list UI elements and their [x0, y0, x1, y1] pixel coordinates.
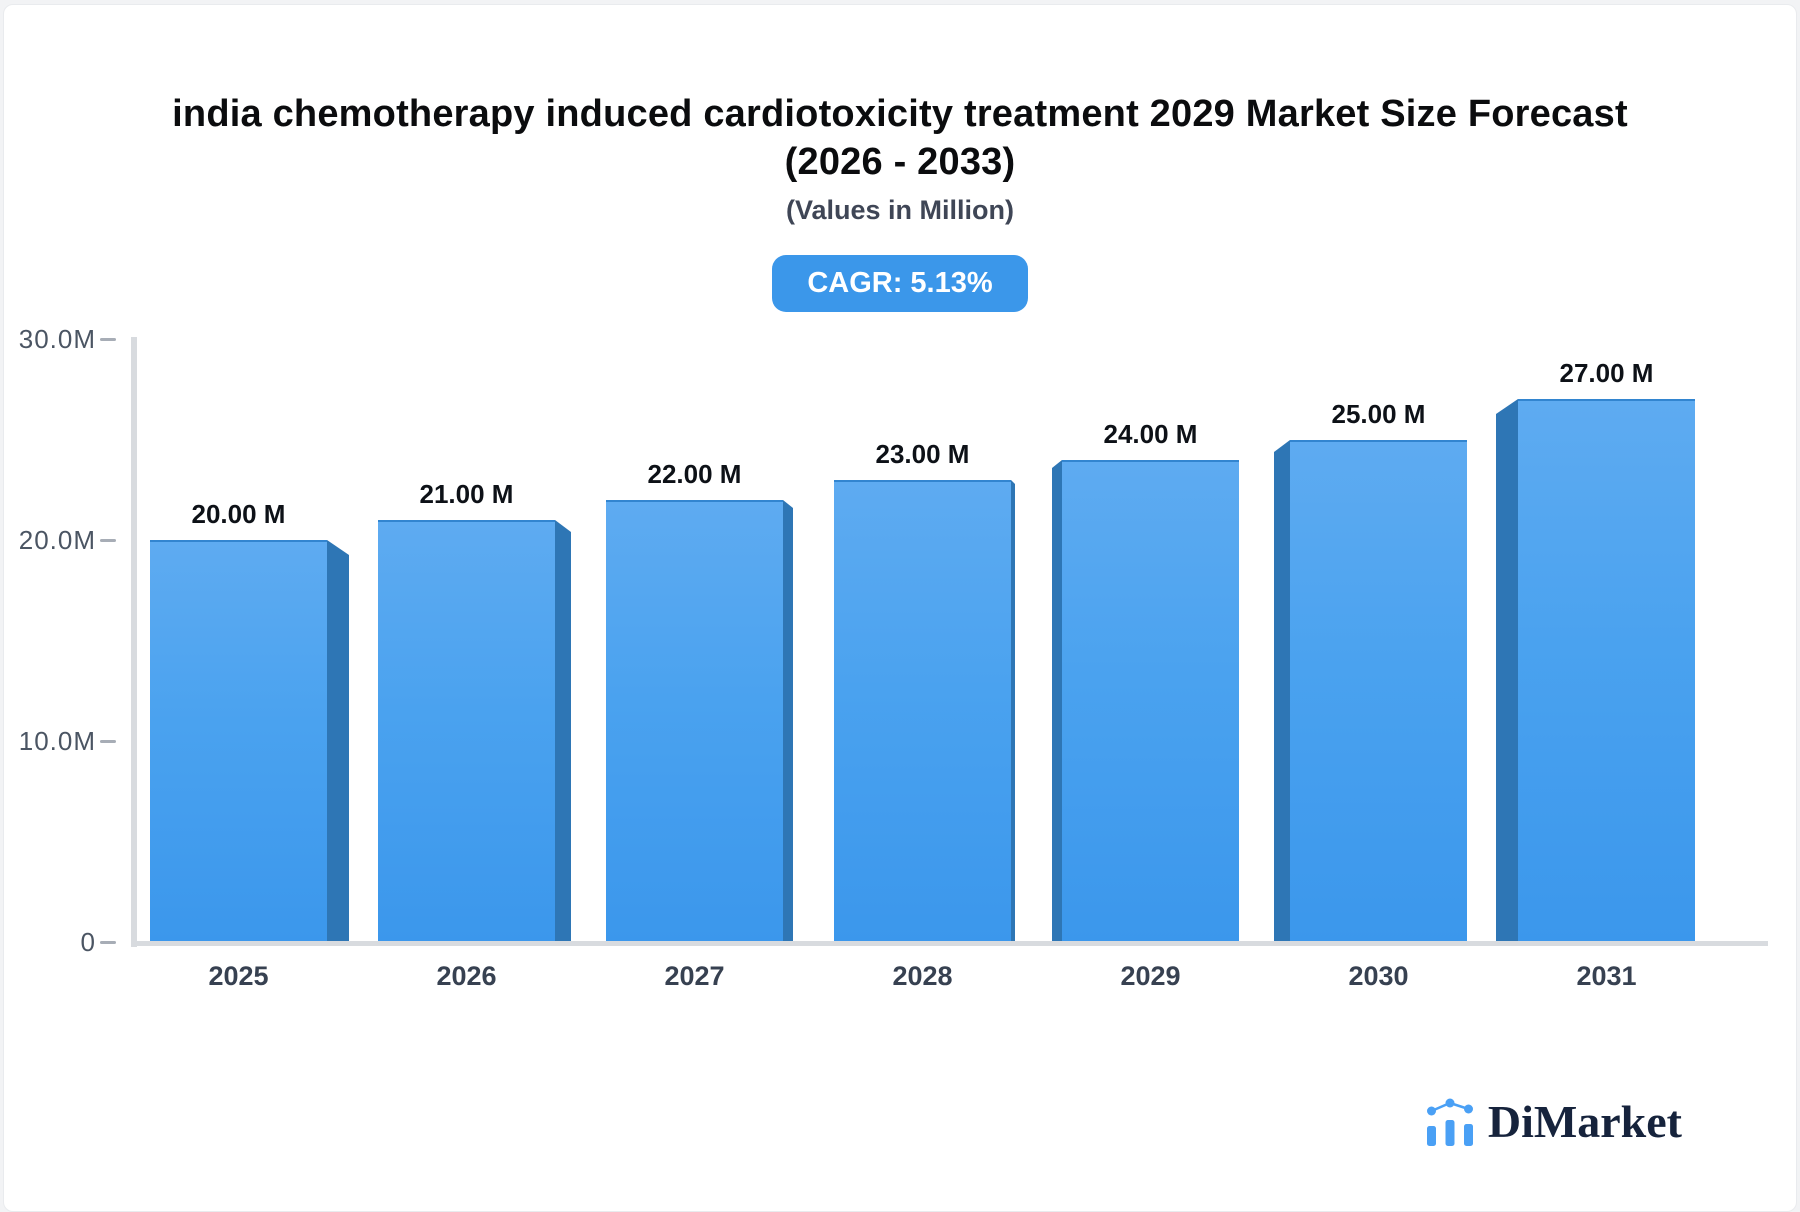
bar-chart-logo-icon [1425, 1096, 1475, 1148]
x-axis-label: 2025 [208, 961, 269, 991]
bar-2030 [1290, 439, 1467, 942]
y-axis-tick [100, 337, 116, 341]
bar-value-label: 27.00 M [1559, 358, 1654, 389]
bar-3d-side [1274, 439, 1290, 942]
chart-title-line-1: india chemotherapy induced cardiotoxicit… [172, 93, 1628, 135]
x-axis-label: 2027 [664, 961, 725, 991]
bar-2031 [1518, 399, 1695, 942]
bar-value-label: 21.00 M [419, 478, 514, 509]
x-axis-label: 2029 [1120, 961, 1181, 991]
dimarket-logo: DiMarket [1425, 1096, 1682, 1148]
bar-2029 [1062, 459, 1239, 942]
bar-3d-side [555, 519, 571, 942]
bar-3d-side [1496, 399, 1518, 942]
bar-value-label: 23.00 M [875, 438, 970, 469]
y-axis-label: 10.0M [18, 726, 96, 756]
bar-value-label: 25.00 M [1331, 398, 1426, 429]
y-axis-tick [100, 538, 116, 542]
x-axis-label: 2030 [1348, 961, 1409, 991]
bar-2025 [150, 540, 327, 942]
y-axis-line [131, 337, 137, 947]
bar-3d-side [783, 499, 793, 942]
bar-value-label: 22.00 M [647, 458, 742, 489]
bar-3d-side [327, 540, 349, 942]
y-axis-label: 30.0M [18, 324, 96, 354]
bar-2028 [834, 479, 1011, 942]
x-axis-label: 2026 [436, 961, 497, 991]
bar-value-label: 20.00 M [191, 499, 286, 529]
chart-header: india chemotherapy induced cardiotoxicit… [0, 0, 1800, 312]
y-axis-label: 0 [80, 927, 96, 957]
x-axis-line [131, 941, 1768, 946]
bar-3d-side [1011, 479, 1015, 942]
y-axis-label: 20.0M [18, 525, 96, 555]
bar-value-label: 24.00 M [1103, 418, 1198, 449]
bar-2026 [378, 519, 555, 942]
y-axis-tick [100, 940, 116, 944]
chart-title-line-2: (2026 - 2033) [784, 141, 1016, 183]
bar-3d-side [1052, 459, 1062, 942]
x-axis-label: 2028 [892, 961, 953, 991]
bar-2027 [606, 499, 783, 942]
chart-subtitle: (Values in Million) [785, 195, 1015, 225]
y-axis-tick [100, 739, 116, 743]
x-axis-label: 2031 [1576, 961, 1637, 991]
logo-text: DiMarket [1487, 1096, 1682, 1147]
cagr-badge: CAGR: 5.13% [772, 255, 1028, 312]
